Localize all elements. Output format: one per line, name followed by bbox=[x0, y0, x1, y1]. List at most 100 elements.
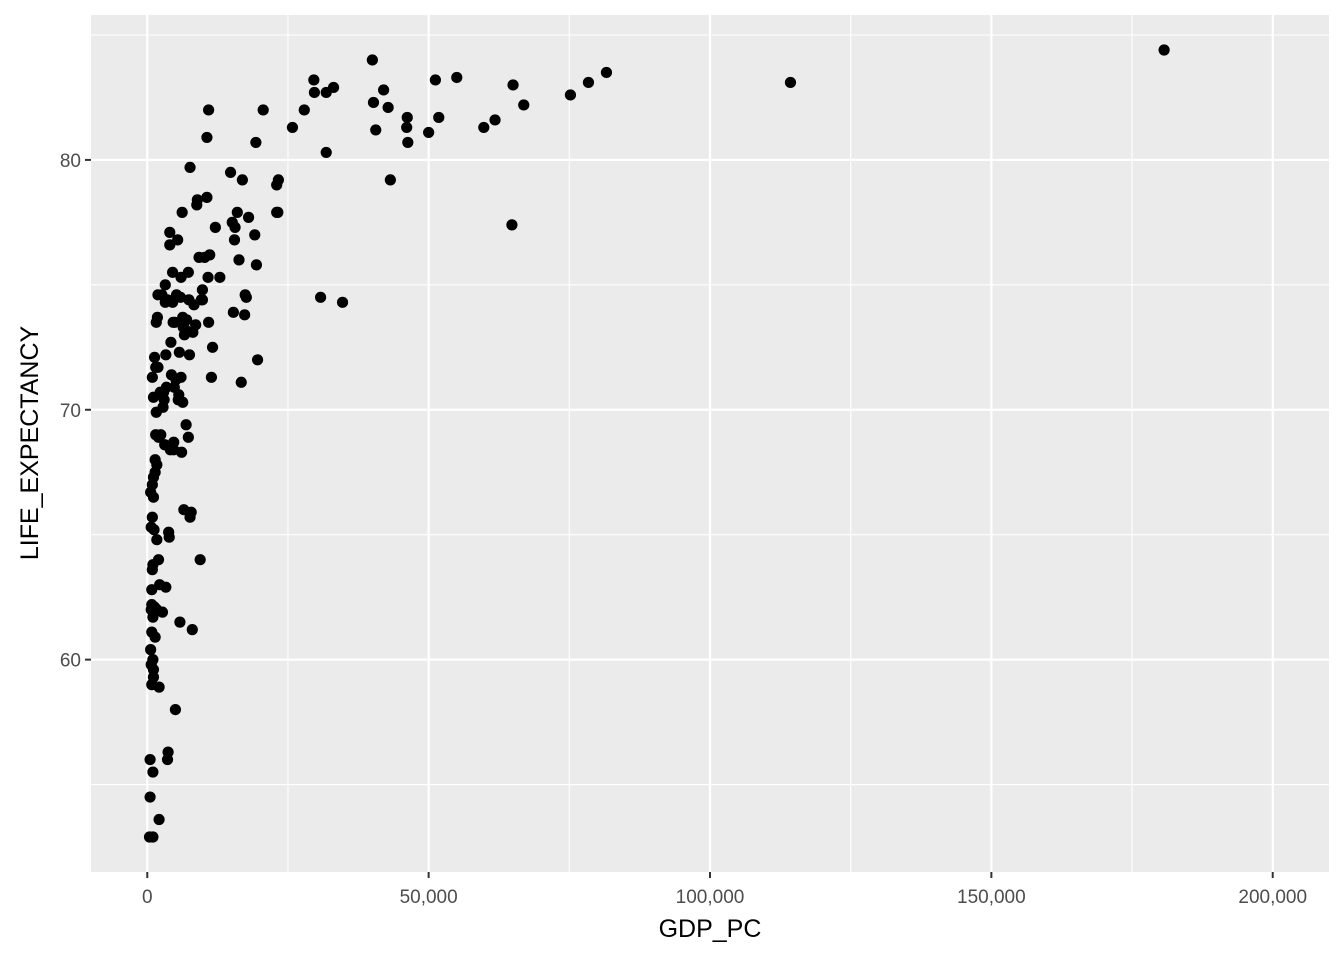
data-point bbox=[226, 216, 238, 228]
data-point bbox=[250, 259, 263, 271]
data-point bbox=[433, 111, 445, 124]
data-point bbox=[152, 289, 164, 301]
data-point bbox=[314, 291, 327, 303]
data-point bbox=[145, 644, 157, 656]
data-point bbox=[166, 266, 179, 278]
data-point bbox=[507, 79, 519, 91]
data-point bbox=[370, 124, 382, 136]
data-point bbox=[183, 349, 196, 361]
data-point bbox=[320, 86, 332, 99]
data-point bbox=[231, 206, 243, 218]
data-point bbox=[168, 381, 180, 393]
data-point bbox=[146, 371, 158, 383]
major-gridlines bbox=[91, 15, 1329, 872]
data-point bbox=[564, 89, 577, 101]
data-point bbox=[165, 336, 177, 348]
data-point bbox=[384, 174, 396, 186]
data-point bbox=[239, 309, 251, 321]
data-point bbox=[150, 361, 162, 373]
data-point bbox=[146, 564, 158, 576]
data-point bbox=[423, 126, 435, 139]
x-tick-label: 200,000 bbox=[1238, 887, 1307, 908]
data-point bbox=[180, 419, 192, 431]
y-tick-label: 80 bbox=[60, 151, 81, 172]
data-point bbox=[251, 354, 264, 366]
data-point bbox=[320, 146, 332, 159]
data-point bbox=[1158, 44, 1170, 56]
data-point bbox=[194, 554, 206, 566]
data-point bbox=[367, 96, 380, 109]
data-point bbox=[202, 271, 214, 283]
data-point bbox=[165, 369, 178, 381]
x-tick-label: 100,000 bbox=[676, 887, 745, 908]
data-point bbox=[366, 54, 378, 66]
data-point bbox=[184, 511, 196, 523]
data-point bbox=[177, 321, 189, 333]
data-point bbox=[206, 341, 219, 353]
data-point bbox=[172, 394, 184, 406]
data-point bbox=[193, 251, 205, 263]
data-point bbox=[582, 76, 595, 89]
data-point bbox=[146, 679, 158, 691]
data-point bbox=[175, 271, 187, 283]
data-point bbox=[378, 84, 390, 96]
data-point bbox=[402, 136, 414, 149]
data-point bbox=[308, 74, 320, 86]
data-point bbox=[209, 221, 221, 233]
data-point bbox=[214, 271, 226, 283]
x-tick-label: 150,000 bbox=[957, 887, 1026, 908]
data-point bbox=[203, 316, 215, 328]
data-point bbox=[176, 206, 188, 218]
data-point bbox=[451, 71, 463, 84]
data-point bbox=[174, 616, 186, 628]
data-point bbox=[489, 114, 501, 126]
data-point bbox=[191, 199, 203, 211]
data-point bbox=[600, 66, 613, 79]
x-axis: 0 50,000 100,000 150,000 200,000 bbox=[142, 872, 1307, 908]
data-point bbox=[151, 534, 163, 546]
data-point bbox=[146, 511, 158, 523]
data-point bbox=[144, 791, 156, 803]
data-point bbox=[145, 521, 157, 533]
data-point bbox=[184, 161, 196, 174]
data-point bbox=[236, 174, 248, 186]
data-point bbox=[518, 99, 530, 111]
data-point bbox=[150, 316, 162, 328]
x-axis-title: GDP_PC bbox=[659, 915, 762, 943]
data-point bbox=[169, 703, 182, 716]
data-point bbox=[159, 439, 171, 451]
data-point bbox=[182, 431, 194, 443]
data-point bbox=[159, 279, 171, 291]
data-point bbox=[150, 429, 162, 441]
data-point bbox=[401, 121, 413, 134]
data-point bbox=[147, 391, 160, 403]
data-point bbox=[196, 284, 209, 296]
data-point bbox=[173, 346, 185, 358]
data-point bbox=[382, 101, 394, 114]
data-points bbox=[143, 44, 1170, 843]
x-tick-label: 0 bbox=[142, 887, 153, 908]
data-point bbox=[478, 121, 490, 134]
data-point bbox=[147, 766, 159, 778]
data-point bbox=[429, 74, 441, 86]
data-point bbox=[506, 219, 518, 231]
data-point bbox=[784, 76, 797, 89]
data-point bbox=[271, 206, 283, 218]
data-point bbox=[249, 229, 261, 241]
data-point bbox=[201, 131, 213, 144]
data-point bbox=[164, 239, 176, 251]
data-point bbox=[149, 454, 161, 466]
data-point bbox=[201, 191, 213, 203]
data-point bbox=[145, 604, 157, 616]
y-tick-label: 60 bbox=[60, 651, 81, 672]
data-point bbox=[153, 813, 165, 826]
x-tick-label: 50,000 bbox=[400, 887, 458, 908]
data-point bbox=[146, 584, 158, 596]
data-point bbox=[163, 526, 175, 538]
data-point bbox=[186, 624, 198, 636]
y-axis: 60 70 80 bbox=[60, 151, 91, 672]
data-point bbox=[336, 296, 349, 308]
data-point bbox=[227, 306, 239, 318]
data-point bbox=[239, 289, 251, 301]
